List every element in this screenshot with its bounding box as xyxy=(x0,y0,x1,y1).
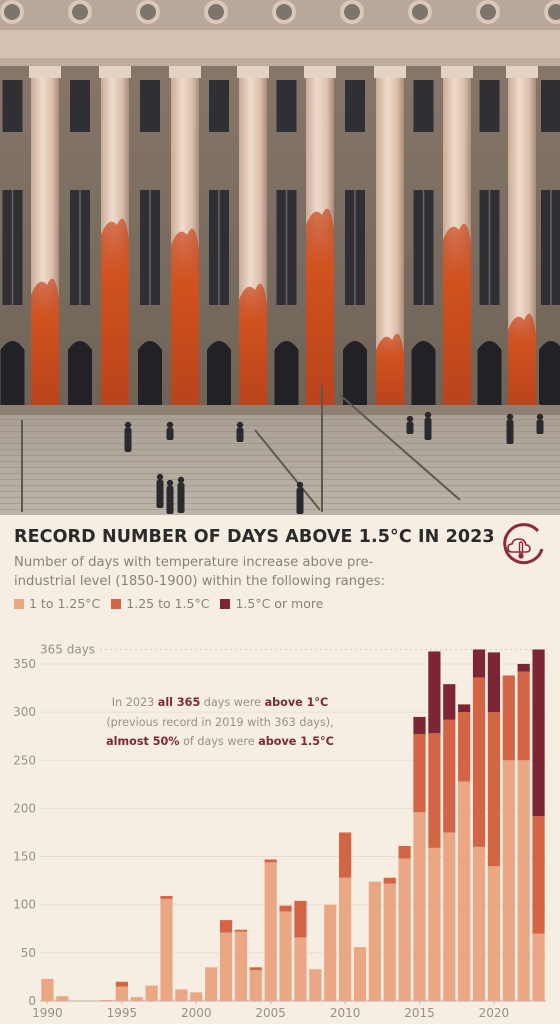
bar-segment-2018-series-0 xyxy=(458,781,471,1001)
bar-segment-2004-series-1 xyxy=(249,967,262,971)
bar-segment-2000-series-0 xyxy=(190,992,203,1001)
y-tick-label: 0 xyxy=(28,994,36,1008)
bar-segment-1996-series-0 xyxy=(130,997,143,1001)
x-tick-label: 2020 xyxy=(479,1006,510,1020)
chart-title: RECORD NUMBER OF DAYS ABOVE 1.5°C IN 202… xyxy=(14,527,495,547)
bar-segment-2020-series-1 xyxy=(487,712,501,867)
bar-segment-1997-series-0 xyxy=(145,985,158,1001)
parliament-building-photo xyxy=(0,0,560,515)
bar-segment-1999-series-0 xyxy=(175,989,188,1001)
x-tick-label: 2000 xyxy=(181,1006,212,1020)
bar-segment-2017-series-2 xyxy=(443,684,456,720)
bar-segment-2022-series-1 xyxy=(517,671,530,761)
y-tick-label: 300 xyxy=(13,705,36,719)
bar-segment-2014-series-0 xyxy=(398,858,411,1001)
bar-segment-2002-series-0 xyxy=(219,932,233,1001)
bar-segment-2023-series-0 xyxy=(532,933,545,1001)
chart-annotation: In 2023 all 365 days were above 1°C (pre… xyxy=(70,693,370,752)
annotation-line-2: (previous record in 2019 with 363 days), xyxy=(106,715,334,729)
bar-segment-2009-series-0 xyxy=(324,904,337,1001)
bar-segment-1994-series-0 xyxy=(100,1000,114,1001)
bar-segment-2010-series-0 xyxy=(338,877,352,1001)
y-tick-label: 250 xyxy=(13,753,36,767)
bar-segment-2006-series-1 xyxy=(279,905,292,912)
stacked-bar-chart: 0 50 100 150 200 250 300 350 365 days 1990 1995 200… xyxy=(13,643,546,1020)
x-tick-label: 2005 xyxy=(255,1006,286,1020)
annotation-line-1: In 2023 all 365 days were above 1°C xyxy=(111,696,329,709)
bar-segment-2013-series-0 xyxy=(383,883,396,1001)
bar-segment-2018-series-2 xyxy=(458,704,471,713)
bar-segment-2003-series-0 xyxy=(234,931,248,1001)
bar-segment-2017-series-1 xyxy=(443,719,456,833)
legend-item-1-25-to-1-5: 1.25 to 1.5°C xyxy=(111,596,209,611)
legend-label: 1.5°C or more xyxy=(235,596,324,611)
x-tick-label: 1995 xyxy=(107,1006,138,1020)
y-tick-label: 50 xyxy=(21,946,36,960)
bar-segment-2011-series-0 xyxy=(353,947,367,1001)
bar-segment-1995-series-1 xyxy=(115,981,128,987)
bar-segment-2014-series-1 xyxy=(398,845,411,859)
x-tick-label: 1990 xyxy=(32,1006,63,1020)
bar-segment-2021-series-0 xyxy=(502,760,515,1001)
bar-segment-2006-series-0 xyxy=(279,911,292,1001)
bar-segment-2005-series-1 xyxy=(264,859,277,863)
bar-segment-2015-series-0 xyxy=(413,812,426,1001)
bar-segment-2002-series-1 xyxy=(219,920,233,933)
annotation-line-3: almost 50% of days were above 1.5°C xyxy=(106,735,334,748)
bar-segment-2019-series-2 xyxy=(472,649,486,678)
y-tick-label: 200 xyxy=(13,801,36,815)
reference-line-label: 365 days xyxy=(40,643,95,657)
bar-segment-2021-series-1 xyxy=(502,675,515,761)
x-tick-label: 2010 xyxy=(330,1006,361,1020)
bar-segment-2017-series-0 xyxy=(443,832,456,1001)
legend-swatch xyxy=(220,598,231,609)
chart-panel: 0 50 100 150 200 250 300 350 365 days 1990 1995 200… xyxy=(0,515,560,1024)
legend-swatch xyxy=(111,598,122,609)
legend-label: 1.25 to 1.5°C xyxy=(126,596,210,611)
bar-segment-2004-series-0 xyxy=(249,970,262,1001)
legend-swatch xyxy=(14,598,24,609)
bar-segment-2013-series-1 xyxy=(383,877,396,884)
bar-segment-2020-series-0 xyxy=(487,866,501,1001)
y-tick-label: 350 xyxy=(13,657,36,671)
bar-segment-2022-series-0 xyxy=(517,760,530,1001)
bar-segment-2015-series-2 xyxy=(413,716,426,735)
bar-segment-1995-series-0 xyxy=(115,986,128,1001)
bar-segment-1990-series-0 xyxy=(41,978,54,1001)
y-tick-label: 150 xyxy=(13,850,36,864)
cloud-thermometer-icon xyxy=(503,523,544,565)
bar-segment-2012-series-0 xyxy=(368,881,381,1001)
bar-segment-2023-series-2 xyxy=(532,649,545,817)
bar-segment-2018-series-1 xyxy=(458,712,471,782)
bar-segment-2001-series-0 xyxy=(205,967,218,1001)
bar-segment-2016-series-2 xyxy=(428,651,441,734)
bar-segment-2007-series-0 xyxy=(294,937,307,1001)
legend-item-1-to-1-25: 1 to 1.25°C xyxy=(14,596,100,611)
chart-subtitle: Number of days with temperature increase… xyxy=(14,555,385,589)
bar-segment-2016-series-1 xyxy=(428,733,441,848)
legend-label: 1 to 1.25°C xyxy=(29,596,101,611)
legend-item-1-5-or-more: 1.5°C or more xyxy=(220,596,323,611)
bar-segment-2015-series-1 xyxy=(413,734,426,813)
bar-segment-2019-series-1 xyxy=(472,677,486,847)
bar-segment-2019-series-0 xyxy=(472,846,486,1001)
chart-legend: 1 to 1.25°C 1.25 to 1.5°C 1.5°C or more xyxy=(14,596,334,611)
bar-segment-2008-series-0 xyxy=(309,969,322,1001)
bar-segment-2020-series-2 xyxy=(487,652,501,713)
bar-segment-1991-series-0 xyxy=(56,996,69,1001)
y-tick-label: 100 xyxy=(13,898,36,912)
bar-segment-2023-series-1 xyxy=(532,816,545,934)
bar-segment-2003-series-1 xyxy=(234,929,248,932)
bar-segment-2007-series-1 xyxy=(294,900,307,938)
x-tick-label: 2015 xyxy=(404,1006,435,1020)
bar-segment-2010-series-1 xyxy=(338,832,352,878)
bar-segment-1998-series-0 xyxy=(160,898,173,1001)
bar-segment-2016-series-0 xyxy=(428,847,441,1001)
bar-segment-1998-series-1 xyxy=(160,896,173,899)
bar-segment-2005-series-0 xyxy=(264,862,277,1001)
bar-segment-2022-series-2 xyxy=(517,663,530,672)
